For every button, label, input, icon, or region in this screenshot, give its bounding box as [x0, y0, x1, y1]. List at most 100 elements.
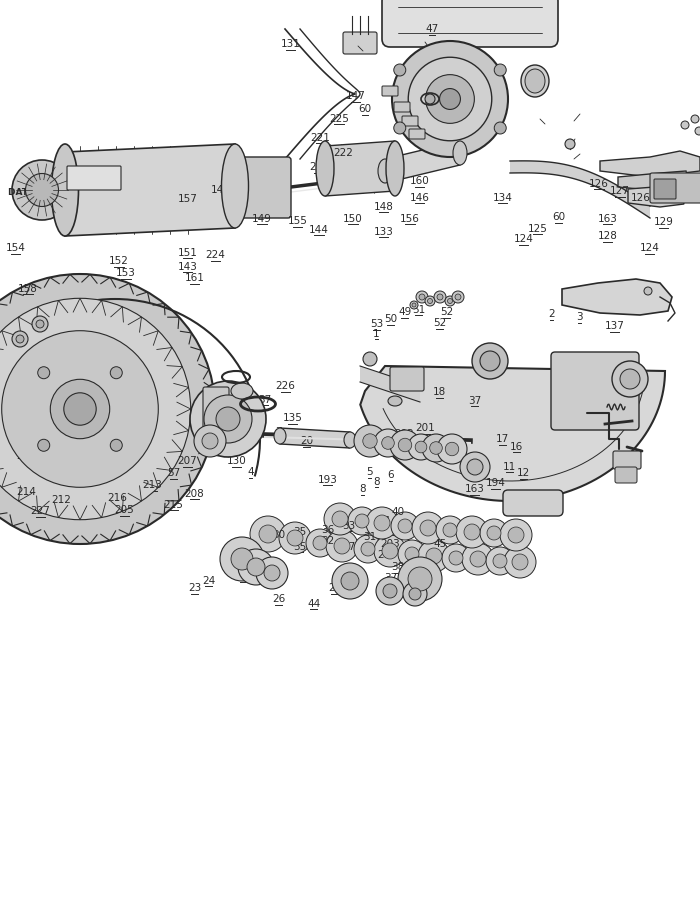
- Text: 8: 8: [373, 477, 380, 486]
- Text: 37: 37: [258, 395, 271, 404]
- Circle shape: [313, 536, 327, 550]
- Text: 38: 38: [391, 562, 404, 572]
- Circle shape: [111, 367, 122, 379]
- Text: 147: 147: [346, 92, 365, 101]
- Text: 60: 60: [552, 212, 565, 221]
- Circle shape: [374, 535, 406, 567]
- Circle shape: [455, 294, 461, 300]
- Circle shape: [419, 294, 425, 300]
- Circle shape: [394, 64, 406, 76]
- Circle shape: [691, 115, 699, 123]
- Circle shape: [420, 520, 436, 536]
- Text: 31: 31: [363, 532, 376, 541]
- Text: 137: 137: [605, 322, 624, 331]
- Text: 204: 204: [31, 411, 50, 420]
- Circle shape: [16, 335, 24, 343]
- Text: 126: 126: [631, 193, 651, 202]
- Text: 205: 205: [115, 505, 134, 515]
- Text: 163: 163: [465, 484, 484, 494]
- Text: 158: 158: [18, 284, 38, 293]
- Ellipse shape: [453, 141, 467, 165]
- Text: 124: 124: [514, 234, 533, 244]
- Text: 153: 153: [116, 268, 136, 278]
- Circle shape: [487, 526, 501, 540]
- Text: 148: 148: [374, 202, 393, 211]
- Circle shape: [504, 546, 536, 578]
- Circle shape: [354, 535, 382, 563]
- Circle shape: [374, 429, 402, 457]
- Circle shape: [204, 395, 252, 443]
- Circle shape: [418, 540, 450, 572]
- Circle shape: [508, 527, 524, 543]
- FancyBboxPatch shape: [343, 32, 377, 54]
- Circle shape: [493, 554, 507, 568]
- Text: 143: 143: [178, 262, 197, 271]
- Text: 23: 23: [188, 584, 201, 593]
- Circle shape: [416, 291, 428, 303]
- Text: 6: 6: [387, 471, 394, 480]
- Ellipse shape: [344, 432, 356, 448]
- Text: 150: 150: [343, 214, 363, 223]
- Text: 51: 51: [412, 305, 425, 314]
- FancyBboxPatch shape: [615, 467, 637, 483]
- Text: 157: 157: [178, 195, 197, 204]
- Circle shape: [306, 529, 334, 557]
- Circle shape: [250, 516, 286, 552]
- Text: 135: 135: [283, 414, 302, 423]
- Circle shape: [32, 316, 48, 332]
- Text: 35: 35: [293, 528, 306, 537]
- Circle shape: [264, 565, 280, 581]
- Text: 216: 216: [108, 494, 127, 503]
- Circle shape: [437, 434, 467, 464]
- Circle shape: [0, 299, 190, 520]
- Circle shape: [363, 434, 377, 448]
- Text: 45: 45: [433, 539, 446, 549]
- Circle shape: [216, 407, 240, 431]
- Circle shape: [443, 523, 457, 537]
- Ellipse shape: [52, 144, 78, 236]
- Circle shape: [456, 516, 488, 548]
- Text: 3: 3: [233, 562, 240, 572]
- Circle shape: [324, 503, 356, 535]
- Circle shape: [287, 530, 303, 546]
- Circle shape: [486, 547, 514, 575]
- Text: 2: 2: [548, 310, 555, 319]
- Text: 57: 57: [167, 469, 180, 478]
- Circle shape: [64, 392, 96, 425]
- Text: 52: 52: [440, 308, 453, 317]
- Text: 163: 163: [598, 214, 617, 223]
- Text: 60: 60: [358, 105, 371, 114]
- Circle shape: [422, 434, 450, 462]
- FancyBboxPatch shape: [402, 116, 418, 126]
- Text: 4: 4: [247, 468, 254, 477]
- Circle shape: [25, 174, 59, 207]
- Circle shape: [383, 584, 397, 598]
- Circle shape: [415, 441, 427, 453]
- Ellipse shape: [525, 69, 545, 93]
- Circle shape: [409, 588, 421, 600]
- Text: 212: 212: [52, 495, 71, 505]
- Text: 213: 213: [143, 481, 162, 490]
- Circle shape: [408, 434, 434, 460]
- Circle shape: [332, 563, 368, 599]
- Text: 1: 1: [373, 329, 380, 338]
- Circle shape: [460, 452, 490, 482]
- Text: 144: 144: [309, 225, 329, 234]
- Circle shape: [437, 294, 443, 300]
- Text: 149: 149: [252, 214, 272, 223]
- Text: 227: 227: [31, 506, 50, 516]
- Text: 132: 132: [88, 174, 108, 183]
- Circle shape: [565, 139, 575, 149]
- FancyBboxPatch shape: [650, 173, 700, 203]
- Text: 128: 128: [598, 232, 617, 241]
- Circle shape: [408, 567, 432, 591]
- Circle shape: [36, 320, 44, 328]
- Ellipse shape: [521, 65, 549, 97]
- Text: 16: 16: [510, 442, 523, 451]
- Circle shape: [376, 577, 404, 605]
- Circle shape: [430, 442, 442, 454]
- Ellipse shape: [388, 396, 402, 406]
- Circle shape: [405, 547, 419, 561]
- Text: DATE CODE: DATE CODE: [8, 188, 65, 198]
- Circle shape: [442, 544, 470, 572]
